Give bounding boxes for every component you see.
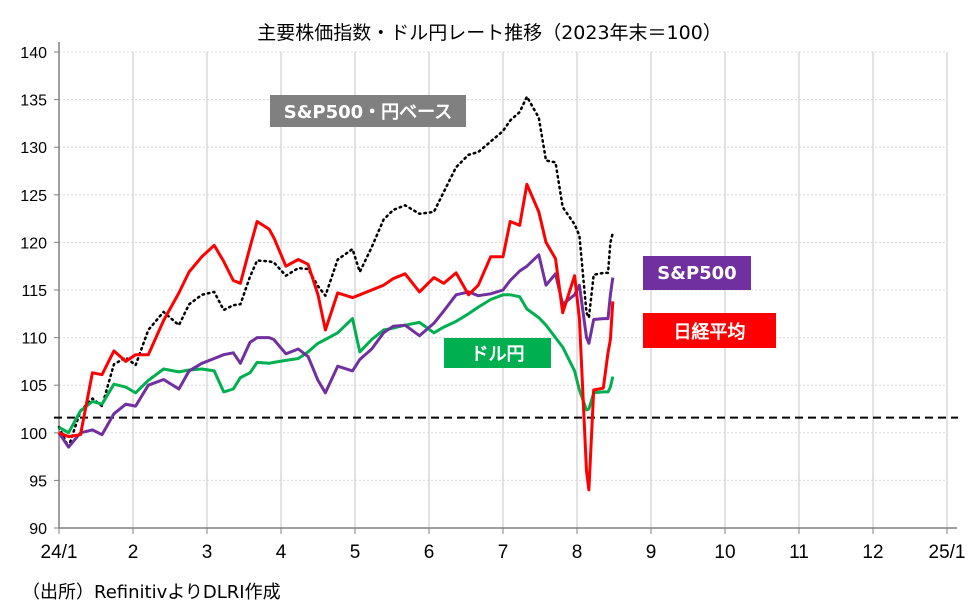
y-tick-label: 100 [20,426,47,443]
y-tick-label: 130 [20,140,47,157]
nikkei-line [58,182,615,492]
y-tick-label: 105 [20,378,47,395]
y-tick-label: 90 [29,521,47,538]
x-tick-label: 12 [862,542,883,563]
y-tick-label: 120 [20,235,47,252]
x-tick-label: 9 [646,542,657,563]
x-tick-label: 7 [498,542,509,563]
series-label-nikkei: 日経平均 [643,313,776,348]
series-lines [54,95,958,492]
y-tick-label: 135 [20,93,47,110]
y-tick-label: 140 [20,45,47,62]
y-tick-label: 110 [21,331,47,348]
x-tick-label: 25/1 [929,542,966,563]
y-tick-label: 125 [20,188,47,205]
series-label-usdjpy: ドル円 [444,338,551,368]
source-note: （出所）RefinitivよりDLRI作成 [22,582,281,603]
gridlines [59,51,948,528]
series-label-sp500: S&P500 [643,256,751,290]
tick-labels: 90 95 100 105 110 115 120 125 130 135 140 24/1 2 3 4 5 6… [20,45,965,563]
x-tick-label: 10 [714,542,735,563]
x-tick-label: 3 [202,542,213,563]
series-label-sp500-yen: S&P500・円ベース [270,95,466,127]
usdjpy-line [58,293,615,435]
y-tick-label: 115 [21,283,47,300]
x-tick-label: 8 [572,542,583,563]
x-tick-label: 4 [276,542,287,563]
x-tick-label: 6 [424,542,435,563]
axes [54,42,957,534]
x-tick-label: 2 [128,542,139,563]
y-tick-label: 95 [29,473,47,490]
sp500-yen-line [57,95,615,449]
chart-title: 主要株価指数・ドル円レート推移（2023年末＝100） [257,22,722,44]
x-tick-label: 11 [789,542,809,563]
x-tick-label: 24/1 [41,542,78,563]
x-tick-label: 5 [350,542,361,563]
